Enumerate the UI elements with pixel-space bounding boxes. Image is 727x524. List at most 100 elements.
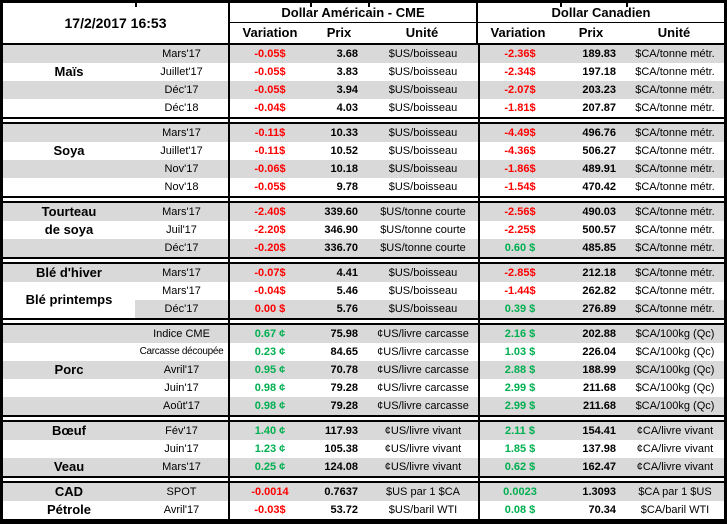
cad-unite-header: Unité [657,25,691,40]
contract-month-cell: Mars'17 [135,282,230,300]
ca-price-cell: 212.18 [582,267,616,279]
us-variation-cell: 0.23 ¢ [254,346,286,358]
separator-segment [3,320,230,323]
contract-month-cell: Mars'17 [135,124,230,142]
ca-variation-cell: -1.54$ [504,181,536,193]
ca-unit-cell: ¢CA/livre vivant [636,425,714,437]
table-row: Veau Mars'17 0.25 ¢ 124.08 ¢US/livre vivant 0… [3,458,724,476]
separator-segment [480,198,724,201]
us-unit-cell: ¢US/livre carcasse [368,361,480,379]
ca-variation-cell: 2.88 $ [504,364,536,376]
us-variation-cell: -0.20$ [254,242,286,254]
ca-unit-cell: $CA/tonne métr. [635,242,715,254]
separator-segment [3,478,230,481]
ca-variation-cell: 0.0023 [503,486,537,498]
contract-month-cell: Avril'17 [135,501,230,519]
table-row: Déc'17 0.00 $ 5.76 $US/boisseau 0.39 $ 276.89… [3,300,724,318]
table-row: Nov'18 -0.05$ 9.78 $US/boisseau -1.54$ 470.42… [3,178,724,196]
commodity-label: Bœuf [52,423,86,438]
ca-variation-cell: -2.85$ [504,267,536,279]
separator-segment [3,259,230,262]
ca-unit-cell: $CA/tonne métr. [635,181,715,193]
ca-variation-cell: 0.62 $ [504,461,536,473]
ca-variation-cell: 2.99 $ [504,382,536,394]
commodity-label [3,239,135,257]
section-boeuf-veau: Bœuf Fév'17 1.40 ¢ 117.93 ¢US/livre vivant 2.… [3,422,724,476]
table-row: Maïs Juillet'17 -0.05$ 3.83 $US/boisseau -2.3… [3,63,724,81]
us-variation-cell: 0.00 $ [254,303,286,315]
column-tick [310,3,312,7]
commodity-label [3,300,135,318]
commodity-label [3,160,135,178]
contract-month-cell: Déc'17 [135,300,230,318]
us-price-cell: 10.52 [330,145,358,157]
contract-month-cell: Juin'17 [135,440,230,458]
ca-price-cell: 137.98 [582,443,616,455]
ca-price-cell: 226.04 [582,346,616,358]
us-unit-cell: $US/boisseau [368,264,480,282]
ca-unit-cell: $CA/tonne métr. [635,285,715,297]
table-row: Indice CME 0.67 ¢ 75.98 ¢US/livre carcasse 2… [3,325,724,343]
table-row: Déc'17 -0.05$ 3.94 $US/boisseau -2.07$ 203.23… [3,81,724,99]
ca-unit-cell: $CA/100kg (Qc) [635,328,715,340]
us-variation-cell: 0.67 ¢ [254,328,286,340]
section-separator [3,196,724,203]
us-variation-cell: 0.98 ¢ [254,382,286,394]
contract-month-cell: SPOT [135,483,230,501]
commodity-label: Veau [53,459,85,474]
section-mais: Mars'17 -0.05$ 3.68 $US/boisseau -2.36$ 189.8… [3,45,724,117]
ca-price-cell: 490.03 [582,206,616,218]
contract-month-cell: Mars'17 [135,45,230,63]
us-variation-cell: -0.05$ [254,66,286,78]
contract-month-cell: Déc'17 [135,239,230,257]
us-price-cell: 3.83 [336,66,358,78]
separator-segment [3,198,230,201]
us-variation-cell: -0.0014 [251,486,289,498]
table-row: Bœuf Fév'17 1.40 ¢ 117.93 ¢US/livre vivant 2.… [3,422,724,440]
section-cad-petrole: CAD SPOT -0.0014 0.7637 $US par 1 $CA 0.0023 1… [3,483,724,519]
ca-price-cell: 500.57 [582,224,616,236]
table-row: Août'17 0.98 ¢ 79.28 ¢US/livre carcasse 2.99… [3,397,724,415]
us-price-cell: 339.60 [324,206,358,218]
usd-prix-header: Prix [326,25,352,40]
us-variation-cell: 0.25 ¢ [254,461,286,473]
us-variation-cell: -0.11$ [254,127,286,139]
ca-variation-cell: 0.39 $ [504,303,536,315]
us-unit-cell: $US par 1 $CA [368,483,480,501]
ca-unit-cell: $CA/tonne métr. [635,84,715,96]
us-price-cell: 105.38 [324,443,358,455]
commodity-label: Blé d'hiver [36,265,102,280]
table-row: Blé printemps Mars'17 -0.04$ 5.46 $US/boisse… [3,282,724,307]
us-price-cell: 79.28 [330,400,358,412]
ca-price-cell: 496.76 [582,127,616,139]
section-ble: Blé d'hiver Mars'17 -0.07$ 4.41 $US/boisseau… [3,264,724,318]
ca-variation-cell: 1.85 $ [504,443,536,455]
separator-segment [480,259,724,262]
ca-unit-cell: $CA/tonne métr. [635,145,715,157]
table-row: Juin'17 1.23 ¢ 105.38 ¢US/livre vivant 1.85 … [3,440,724,458]
contract-month-cell: Nov'18 [135,178,230,196]
table-row: Porc Avril'17 0.95 ¢ 70.78 ¢US/livre carcass… [3,361,724,379]
us-price-cell: 4.03 [336,102,358,114]
table-row: Juin'17 0.98 ¢ 79.28 ¢US/livre carcasse 2.99… [3,379,724,397]
us-price-cell: 3.94 [336,84,358,96]
us-price-cell: 5.46 [336,285,358,297]
separator-segment [480,320,724,323]
us-unit-cell: $US/boisseau [368,45,480,63]
separator-segment [230,119,480,122]
ca-unit-cell: $CA/tonne métr. [635,224,715,236]
commodity-label: Pétrole [46,502,92,517]
us-unit-cell: ¢US/livre vivant [368,440,480,458]
us-variation-cell: -0.04$ [254,102,286,114]
ca-unit-cell: $CA/tonne métr. [635,267,715,279]
section-separator [3,415,724,422]
ca-price-cell: 70.34 [588,504,616,516]
ca-unit-cell: $CA/100kg (Qc) [635,346,715,358]
contract-month-cell: Fév'17 [135,422,230,440]
us-price-cell: 5.76 [336,303,358,315]
us-unit-cell: $US/boisseau [368,81,480,99]
ca-unit-cell: $CA/tonne métr. [635,303,715,315]
ca-price-cell: 207.87 [582,102,616,114]
table-row: CAD SPOT -0.0014 0.7637 $US par 1 $CA 0.0023 1… [3,483,724,501]
contract-month-cell: Carcasse découpée [135,343,230,361]
